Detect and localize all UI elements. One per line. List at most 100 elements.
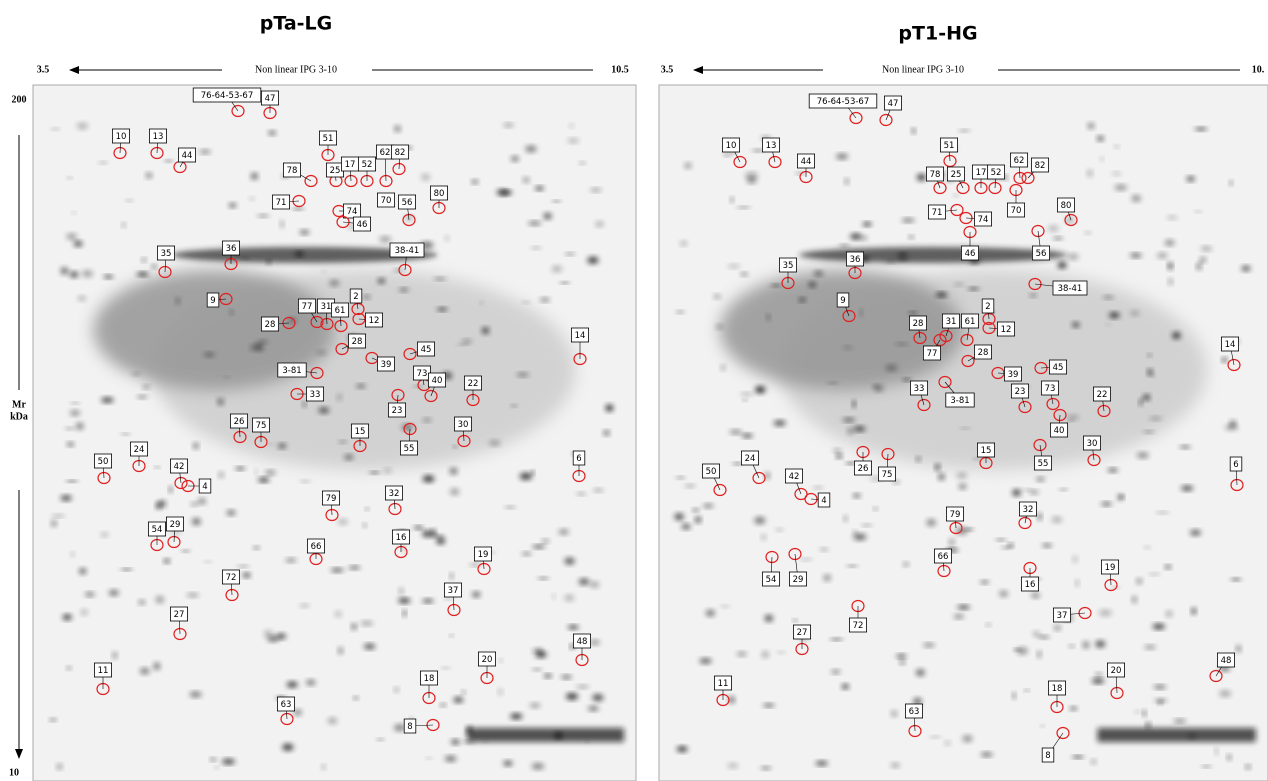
gel-spot [1200,246,1213,251]
gel-spot [432,534,444,538]
gel-spot [605,404,614,412]
gel-spot [720,365,726,371]
spot-label-box [1093,386,1112,402]
gel-spot [953,282,964,286]
spot-label: 50 [98,457,109,467]
gel-spot [101,397,114,403]
gel-spot [916,456,921,462]
gel-spot [362,523,367,528]
spot-label-box [260,316,279,332]
gel-spot [579,161,586,165]
spot-circle [1064,213,1078,227]
gel-spot [70,410,80,416]
spot-label: 55 [1038,459,1049,469]
gel-spot [1166,215,1178,220]
gel-spot [1109,312,1120,319]
gel-spot [344,454,354,460]
gel-spot [535,651,547,658]
spot-label: 66 [938,552,949,562]
gel-spot [1095,672,1103,677]
gel-spot [862,222,872,227]
gel-spot [258,477,270,483]
spot-circle [794,487,808,501]
spot-label: 51 [944,141,955,151]
spot-label: 74 [347,207,358,217]
spot-label-box [910,380,929,396]
spot-label-box [94,662,113,678]
gel-spot [453,697,464,703]
spot-label: 42 [174,462,185,472]
spot-label: 44 [182,151,193,161]
gel-spot [799,297,806,302]
gel-spot [327,717,338,724]
gel-spot [1165,610,1173,617]
gel-spot [528,221,542,226]
gel-spot [153,662,160,670]
gel-spot [125,199,133,202]
gel-spot [300,480,310,483]
gel-spot [222,759,235,765]
spot-label: 20 [1111,666,1122,676]
gel-spot [62,614,72,621]
spot-label: 25 [951,170,962,180]
gel-spot [831,669,841,674]
spot-circle [334,319,348,333]
gel-spot [1144,545,1150,549]
gel-spot [543,212,552,220]
gel-spot [587,256,599,264]
gel-spot [1229,420,1236,427]
spot-label-box [928,204,947,220]
spot-label-box [342,203,361,219]
gel-spot [728,696,735,703]
gel-spot [853,530,858,535]
spot-label-box [148,128,167,144]
gel-spot [73,240,83,247]
spot-circle [804,492,818,506]
spot-label-box [793,624,812,640]
gel-spot [885,364,898,371]
gel-spot [873,385,884,392]
gel-spot [243,573,251,578]
gel-spot [204,560,212,563]
gel-spot [873,507,878,511]
gel-spot [1069,644,1075,648]
spot-label: 9 [840,296,845,306]
spot-label: 79 [950,510,961,520]
gel-spot [531,763,545,770]
spot-label-box [463,375,482,391]
spot-label-box [1049,359,1068,375]
spot-label-box [477,651,496,667]
gel-spot [899,660,905,665]
spot-label: 10 [726,141,737,151]
gel-spot [249,345,255,351]
gel-spot [393,268,403,272]
spot-label-box [306,538,325,554]
gel-spot [674,513,684,521]
spot-label-box [277,362,307,378]
gel-spot [922,643,935,648]
spot-label: 40 [1054,426,1065,436]
gel-spot [79,568,87,575]
spot-label-box [762,571,781,587]
spot-label-box [350,423,369,439]
gel-spot [155,596,164,604]
spot-label: 31 [321,302,332,312]
spot-label: 79 [326,494,337,504]
spot-label-box [722,137,741,153]
gel-spot [1111,586,1120,589]
spot-label: 20 [482,655,493,665]
spot-label-box [946,506,965,522]
spot-label-box [221,569,240,585]
spot-circle [842,309,856,323]
gel-spot [578,578,590,585]
gel-spot [393,724,406,731]
gel-spot [958,129,970,133]
gel-spot [436,537,446,545]
gel-spot [891,710,898,717]
gel-spot [398,598,411,604]
gel-spot [841,684,849,690]
spot-label: 35 [161,249,172,259]
gel-spot [1075,580,1079,587]
gel-spot [732,462,743,466]
gel-spot [980,752,993,757]
